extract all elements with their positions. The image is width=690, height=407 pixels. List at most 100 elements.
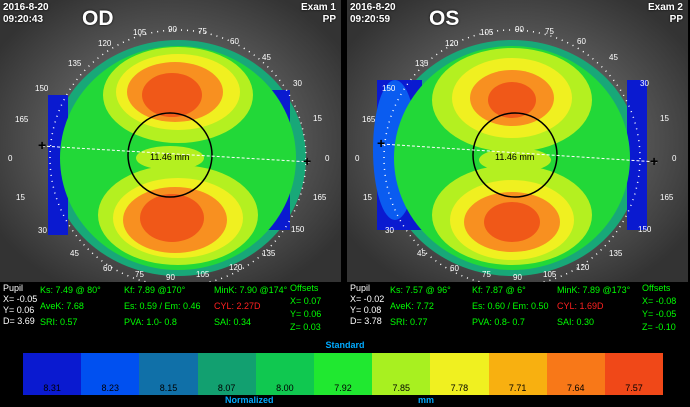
od-tick-45-right: 45	[262, 53, 271, 62]
od-left-cross-icon[interactable]: +	[38, 137, 46, 153]
od-tick-105-bottom: 105	[196, 270, 210, 279]
scale-value: 8.15	[159, 383, 178, 393]
os-es-em: Es: 0.60 / Em: 0.50	[472, 301, 549, 311]
os-tick-90-top: 90	[515, 25, 524, 34]
os-sai: SAI: 0.30	[557, 317, 595, 327]
od-tick-165-bottom: 165	[313, 193, 327, 202]
scale-title[interactable]: Standard	[325, 340, 365, 350]
os-tick-0-left: 0	[355, 154, 360, 163]
os-right-cross-icon[interactable]: +	[650, 153, 658, 169]
scale-value: 7.92	[334, 383, 352, 393]
od-tick-0-right: 0	[325, 154, 330, 163]
os-tick-135-top: 135	[415, 59, 429, 68]
od-tick-120-top: 120	[98, 39, 112, 48]
os-tick-30: 30	[385, 226, 394, 235]
os-pva: PVA: 0.8- 0.7	[472, 317, 525, 327]
scale-cell: 7.78	[430, 353, 489, 395]
os-pupil-x: X= -0.02	[350, 294, 385, 304]
os-sri: SRI: 0.77	[390, 317, 428, 327]
od-indices-panel: Pupil X= -0.05 Y= 0.06 D= 3.69 Ks: 7.49 …	[0, 283, 344, 337]
os-tick-105-top: 105	[480, 28, 494, 37]
od-tick-60: 60	[103, 264, 112, 273]
os-color-map	[373, 40, 647, 276]
od-color-map	[48, 40, 306, 276]
scale-value: 7.57	[625, 383, 643, 393]
os-tick-60: 60	[450, 264, 459, 273]
od-sri: SRI: 0.57	[40, 317, 78, 327]
od-tick-15-right: 15	[313, 114, 322, 123]
scale-cell: 7.64	[546, 353, 605, 395]
od-exam-label[interactable]: Exam 1	[300, 2, 336, 13]
os-offset-y: Y= -0.05	[642, 309, 677, 319]
od-tick-60-right: 60	[230, 37, 239, 46]
os-avek: AveK: 7.72	[390, 301, 434, 311]
os-time: 09:20:59	[350, 14, 391, 25]
od-date: 2016-8-20	[3, 2, 49, 13]
os-indices-panel: Pupil X= -0.02 Y= 0.08 D= 3.78 Ks: 7.57 …	[347, 283, 690, 337]
scale-value: 7.85	[392, 383, 410, 393]
os-map-panel[interactable]: + + 11.46 mm 0 15 30 45 60 75 90 105 120…	[347, 0, 688, 282]
scale-cell: 8.15	[139, 353, 198, 395]
od-eye-label: OD	[82, 7, 114, 30]
od-offset-y: Y= 0.06	[290, 309, 322, 319]
od-reference-ring	[49, 29, 307, 282]
od-kf: Kf: 7.89 @170°	[124, 285, 186, 295]
os-ks: Ks: 7.57 @ 96°	[390, 285, 451, 295]
scale-cell: 7.57	[604, 353, 664, 395]
os-tick-150-top: 150	[382, 84, 396, 93]
os-tick-15: 15	[363, 193, 372, 202]
os-zone-label: 11.46 mm	[495, 152, 534, 162]
od-tick-135-top: 135	[68, 59, 82, 68]
os-tick-75: 75	[482, 270, 491, 279]
od-pupil-y: Y= 0.06	[3, 305, 35, 315]
os-tick-75-top: 75	[545, 27, 554, 36]
od-ks: Ks: 7.49 @ 80°	[40, 285, 101, 295]
normalized-label[interactable]: Normalized	[225, 395, 274, 405]
od-tick-90-bottom: 90	[166, 273, 175, 282]
od-mink: MinK: 7.90 @174°	[214, 285, 288, 295]
os-axis-line	[381, 143, 658, 163]
scale-value: 7.71	[508, 383, 527, 393]
od-tick-75-top: 75	[198, 27, 207, 36]
od-map-panel[interactable]: + + 11.46 mm 0 15 30 45 60 75 90 105 120…	[0, 0, 341, 282]
os-offset-z: Z= -0.10	[642, 322, 676, 332]
units-label: mm	[418, 395, 435, 405]
od-pupil-label: Pupil	[3, 283, 24, 293]
od-pupil-x: X= -0.05	[3, 294, 38, 304]
od-time: 09:20:43	[3, 14, 44, 25]
scale-cell: 7.85	[372, 353, 431, 395]
scale-cell: 8.07	[197, 353, 256, 395]
os-kf: Kf: 7.87 @ 6°	[472, 285, 526, 295]
os-left-cross-icon[interactable]: +	[377, 135, 385, 151]
scale-cell: 8.31	[23, 353, 82, 395]
os-tick-135-bottom: 135	[609, 249, 623, 258]
od-pva: PVA: 1.0- 0.8	[124, 317, 177, 327]
scale-cell: 8.00	[255, 353, 314, 395]
os-exam-label[interactable]: Exam 2	[647, 2, 683, 13]
od-tick-15: 15	[16, 193, 25, 202]
os-mink: MinK: 7.89 @173°	[557, 285, 631, 295]
os-tick-105-bottom: 105	[543, 270, 557, 279]
od-tick-0-left: 0	[8, 154, 13, 163]
od-tick-165-top: 165	[15, 115, 29, 124]
od-tick-75: 75	[135, 270, 144, 279]
os-tick-120-bottom: 120	[576, 263, 590, 272]
os-tick-45: 45	[417, 249, 426, 258]
os-offset-x: X= -0.08	[642, 296, 677, 306]
od-right-cross-icon[interactable]: +	[303, 153, 311, 169]
od-pp-label: PP	[322, 14, 336, 25]
od-tick-105-top: 105	[133, 28, 147, 37]
os-tick-90-bottom: 90	[513, 273, 522, 282]
os-pp-label: PP	[669, 14, 683, 25]
os-tick-165-top: 165	[362, 115, 376, 124]
od-zone-label: 11.46 mm	[150, 152, 189, 162]
os-tick-0-right: 0	[672, 154, 677, 163]
os-date: 2016-8-20	[350, 2, 396, 13]
scale-value: 8.23	[101, 383, 120, 393]
od-es-em: Es: 0.59 / Em: 0.46	[124, 301, 201, 311]
od-tick-45: 45	[70, 249, 79, 258]
os-tick-45-right: 45	[609, 53, 618, 62]
scale-value: 8.07	[217, 383, 236, 393]
od-sai: SAI: 0.34	[214, 317, 252, 327]
os-cyl: CYL: 1.69D	[557, 301, 604, 311]
